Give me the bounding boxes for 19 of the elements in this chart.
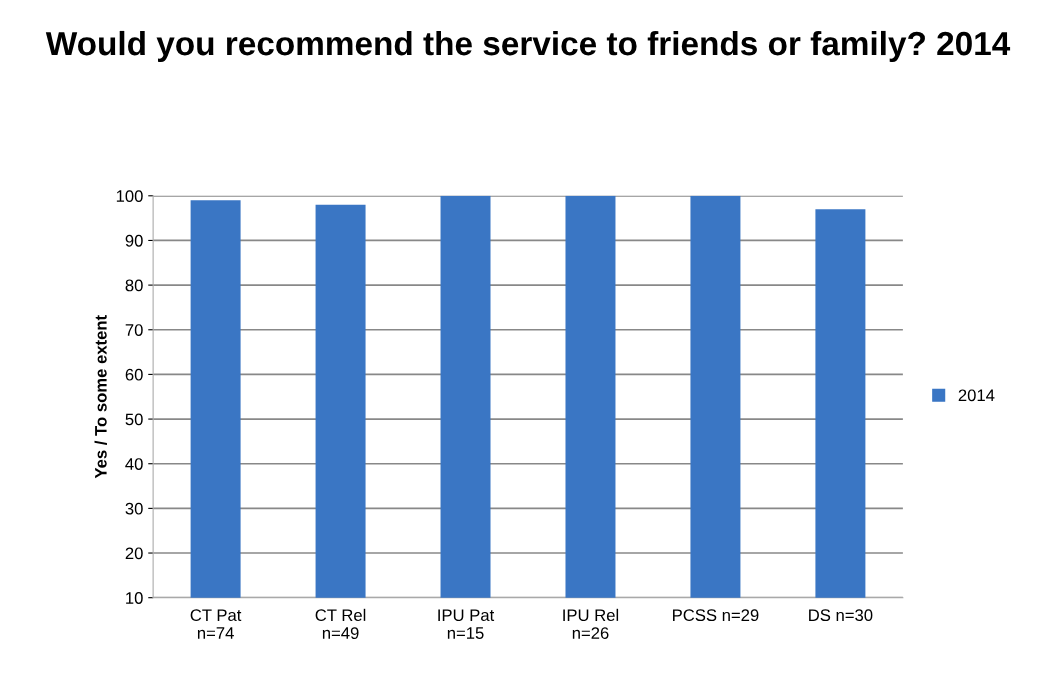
y-tick-label: 50 bbox=[125, 413, 143, 426]
y-axis-title: Yes / To some extent bbox=[94, 315, 107, 479]
x-tick-label: IPU Rel n=26 bbox=[563, 608, 619, 639]
y-tick-label: 100 bbox=[116, 190, 143, 202]
x-tick-label: PCSS n=29 bbox=[673, 609, 759, 622]
y-tick-label: 70 bbox=[125, 324, 143, 336]
chart-title: Would you recommend the service to friends or family? 2014 bbox=[45, 30, 1011, 62]
y-tick-label: 20 bbox=[125, 547, 143, 560]
x-tick-label: CT Pat n=74 bbox=[190, 609, 242, 639]
y-tick-label: 10 bbox=[126, 592, 143, 604]
x-tick-label: CT Rel n=49 bbox=[315, 608, 366, 639]
y-tick-label: 60 bbox=[125, 368, 143, 381]
y-tick-label: 30 bbox=[125, 502, 143, 515]
y-tick-label: 40 bbox=[125, 458, 143, 470]
legend-label: 2014 bbox=[958, 389, 995, 402]
y-tick-label: 90 bbox=[125, 234, 143, 247]
x-tick-label: IPU Pat n=15 bbox=[438, 609, 495, 639]
x-tick-label: DS n=30 bbox=[809, 609, 873, 622]
y-tick-label: 80 bbox=[125, 279, 143, 292]
